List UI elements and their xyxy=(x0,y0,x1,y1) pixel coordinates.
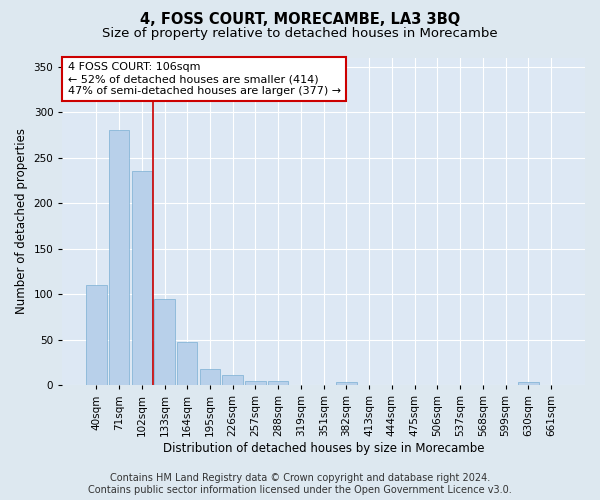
Y-axis label: Number of detached properties: Number of detached properties xyxy=(15,128,28,314)
X-axis label: Distribution of detached houses by size in Morecambe: Distribution of detached houses by size … xyxy=(163,442,484,455)
Bar xyxy=(154,299,175,386)
Text: Contains HM Land Registry data © Crown copyright and database right 2024.
Contai: Contains HM Land Registry data © Crown c… xyxy=(88,474,512,495)
Text: Size of property relative to detached houses in Morecambe: Size of property relative to detached ho… xyxy=(102,28,498,40)
Text: 4, FOSS COURT, MORECAMBE, LA3 3BQ: 4, FOSS COURT, MORECAMBE, LA3 3BQ xyxy=(140,12,460,28)
Bar xyxy=(336,382,356,386)
Text: 4 FOSS COURT: 106sqm
← 52% of detached houses are smaller (414)
47% of semi-deta: 4 FOSS COURT: 106sqm ← 52% of detached h… xyxy=(68,62,341,96)
Bar xyxy=(177,342,197,386)
Bar xyxy=(86,285,107,386)
Bar xyxy=(200,369,220,386)
Bar xyxy=(518,382,539,386)
Bar xyxy=(268,380,289,386)
Bar xyxy=(245,380,266,386)
Bar xyxy=(109,130,129,386)
Bar xyxy=(223,376,243,386)
Bar xyxy=(131,172,152,386)
